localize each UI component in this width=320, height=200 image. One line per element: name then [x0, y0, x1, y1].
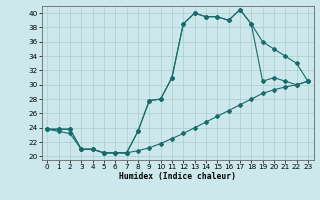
- X-axis label: Humidex (Indice chaleur): Humidex (Indice chaleur): [119, 172, 236, 181]
